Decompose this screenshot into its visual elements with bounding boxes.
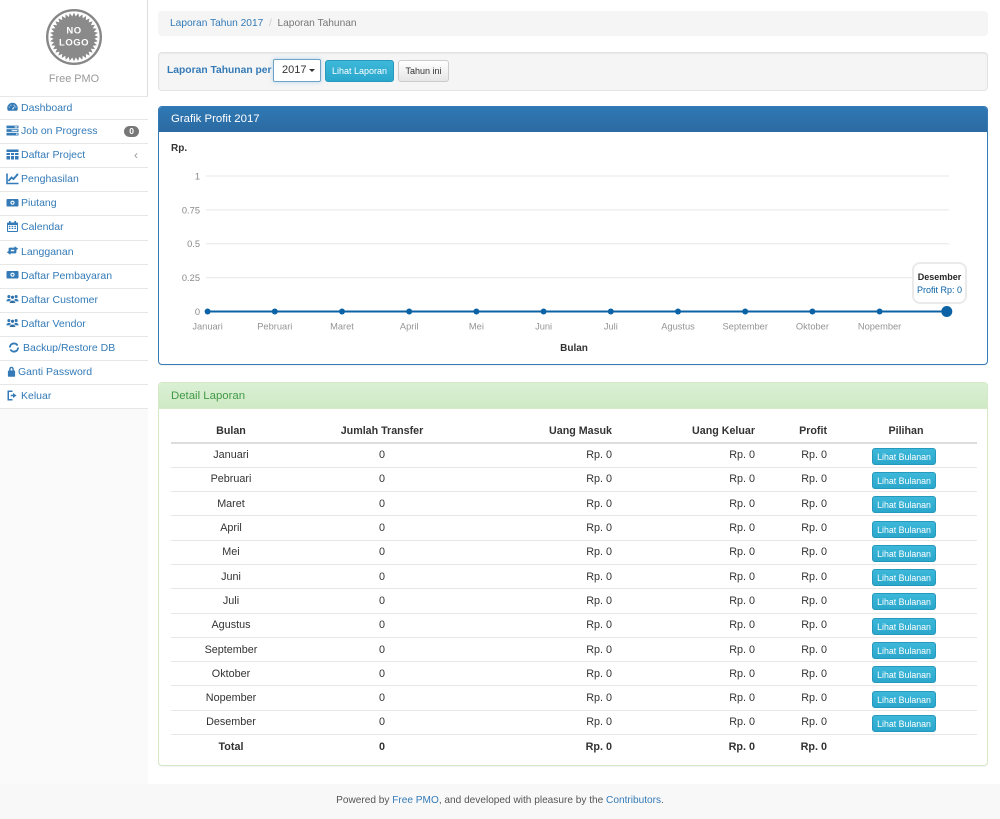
svg-text:0.75: 0.75 — [182, 205, 200, 215]
svg-text:0.25: 0.25 — [182, 273, 200, 283]
svg-text:Juni: Juni — [535, 322, 552, 332]
svg-text:1: 1 — [195, 172, 200, 182]
svg-text:Mei: Mei — [469, 322, 484, 332]
svg-text:Nopember: Nopember — [858, 322, 901, 332]
svg-text:Januari: Januari — [192, 322, 223, 332]
svg-text:0: 0 — [195, 307, 200, 317]
svg-text:Maret: Maret — [330, 322, 354, 332]
svg-text:LOGO: LOGO — [59, 38, 89, 49]
svg-text:Agustus: Agustus — [661, 322, 695, 332]
svg-text:Pebruari: Pebruari — [257, 322, 292, 332]
svg-text:September: September — [722, 322, 767, 332]
svg-text:NO: NO — [66, 26, 81, 37]
svg-text:April: April — [400, 322, 419, 332]
svg-text:0.5: 0.5 — [187, 239, 200, 249]
svg-text:Oktober: Oktober — [796, 322, 829, 332]
svg-text:Juli: Juli — [604, 322, 618, 332]
